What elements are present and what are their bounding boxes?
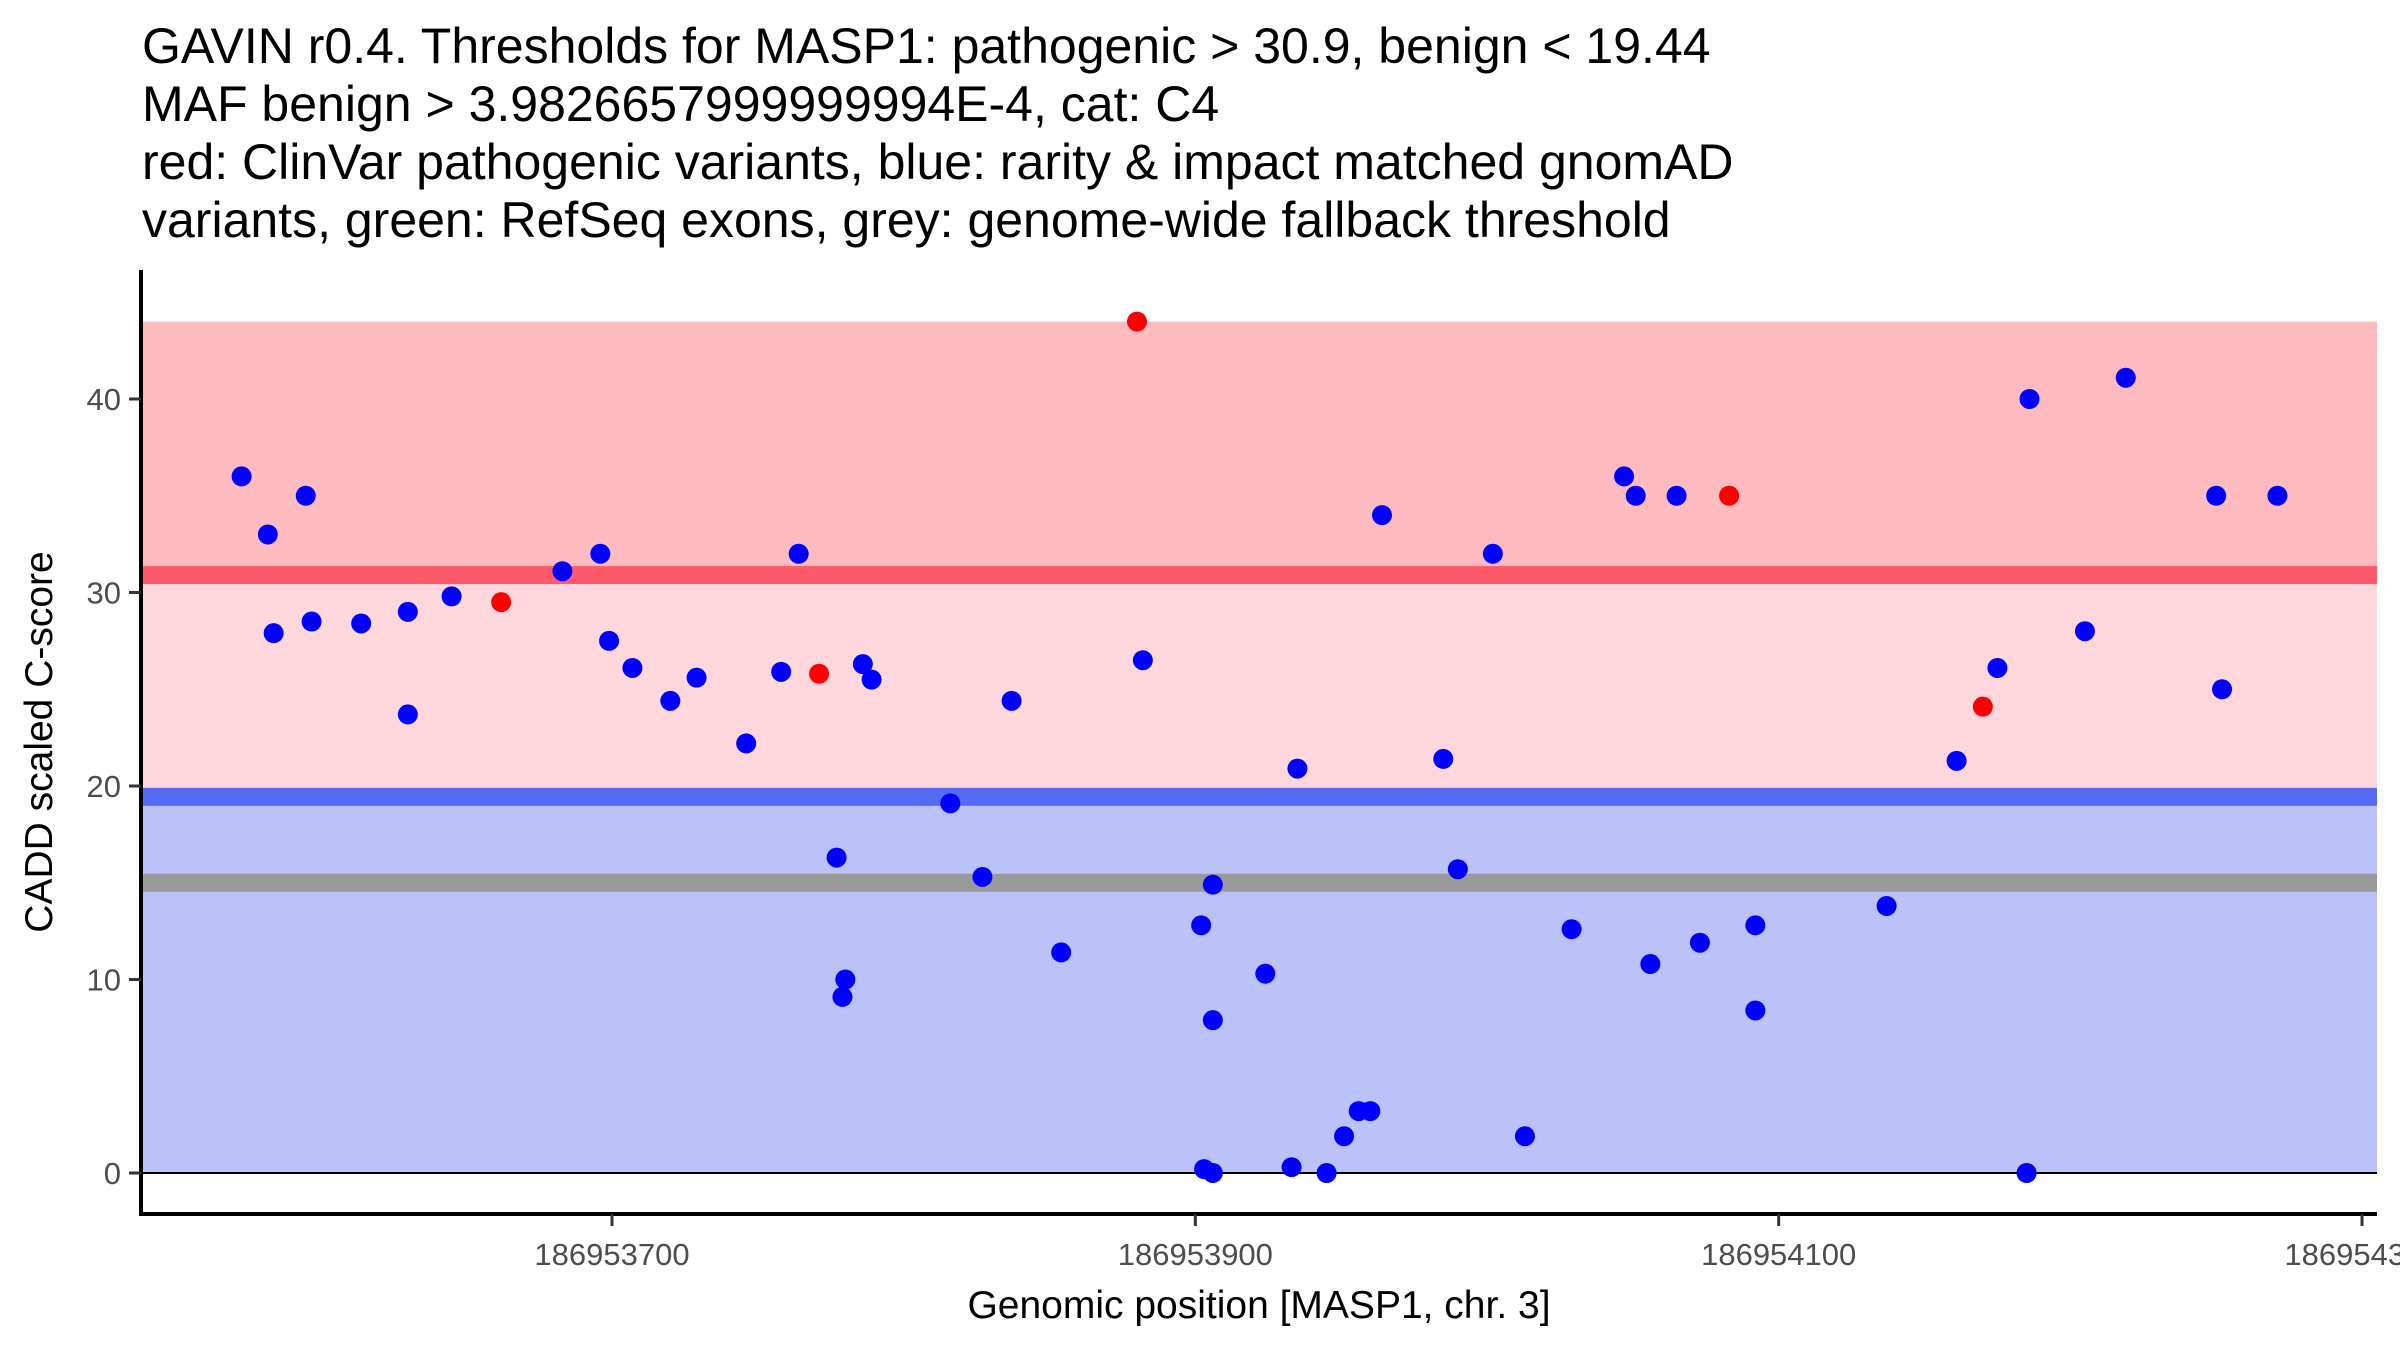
gnomad-variant-point: [1614, 466, 1635, 487]
gnomad-variant-point: [1689, 932, 1710, 953]
gnomad-variant-point: [1876, 895, 1897, 916]
gnomad-variant-point: [2115, 367, 2136, 388]
gnomad-variant-point: [2206, 485, 2227, 506]
axes: [139, 270, 2377, 1216]
gnomad-variant-point: [231, 466, 252, 487]
x-tick-label: 186954300: [2284, 1237, 2400, 1272]
gnomad-variant-point: [599, 630, 620, 651]
gnomad-variant-point: [263, 623, 284, 644]
pathogenic-threshold: [141, 566, 2377, 585]
gnomad-variant-point: [1433, 748, 1454, 769]
gnomad-variant-point: [972, 866, 993, 887]
gnomad-variant-point: [301, 611, 322, 632]
gnomad-variant-point: [1946, 750, 1967, 771]
gnomad-variant-point: [826, 847, 847, 868]
gnomad-variant-point: [1316, 1163, 1337, 1183]
clinvar-pathogenic-point: [1719, 485, 1740, 506]
gnomad-variant-point: [1514, 1126, 1535, 1147]
gnomad-variant-point: [686, 667, 707, 688]
x-axis-title: Genomic position [MASP1, chr. 3]: [967, 1284, 1550, 1327]
gnomad-variant-point: [397, 601, 418, 622]
title-line-3: red: ClinVar pathogenic variants, blue: …: [142, 134, 1733, 190]
gnomad-variant-point: [1625, 485, 1646, 506]
title-line-1: GAVIN r0.4. Thresholds for MASP1: pathog…: [142, 18, 1711, 74]
gnomad-variant-point: [1482, 543, 1503, 564]
score-regions: [141, 321, 2377, 1173]
gnomad-variant-point: [771, 661, 792, 682]
gnomad-variant-point: [1745, 915, 1766, 936]
gnomad-variant-point: [861, 669, 882, 690]
benign-region: [141, 796, 2377, 1173]
clinvar-pathogenic-point: [809, 663, 830, 684]
gnomad-variant-point: [1640, 954, 1661, 975]
gnomad-variant-point: [1561, 919, 1582, 940]
gnomad-variant-point: [257, 524, 278, 545]
gnomad-variant-point: [1745, 1000, 1766, 1021]
gnomad-variant-point: [441, 586, 462, 607]
gnomad-variant-point: [835, 969, 856, 990]
gnomad-variant-point: [1447, 859, 1468, 880]
gnomad-variant-point: [590, 543, 611, 564]
gnomad-variant-point: [2267, 485, 2288, 506]
gnomad-variant-point: [2212, 679, 2233, 700]
title-line-2: MAF benign > 3.9826657999999994E-4, cat:…: [142, 76, 1219, 132]
gnomad-variant-point: [2019, 389, 2040, 409]
y-tick-label: 20: [87, 769, 121, 804]
vus-region: [141, 575, 2377, 797]
gnomad-variant-point: [1360, 1101, 1381, 1122]
variant-points: [231, 311, 2288, 1183]
gnomad-variant-point: [1255, 963, 1276, 984]
x-tick-label: 186953700: [534, 1237, 689, 1272]
benign-threshold: [141, 787, 2377, 806]
gnomad-variant-point: [1987, 657, 2008, 678]
y-tick-label: 30: [87, 576, 121, 611]
title-line-4: variants, green: RefSeq exons, grey: gen…: [142, 192, 1671, 248]
gnomad-variant-point: [1372, 505, 1393, 526]
gnomad-variant-point: [552, 561, 573, 582]
clinvar-pathogenic-point: [1127, 311, 1148, 332]
gnomad-variant-point: [788, 543, 809, 564]
gnomad-variant-point: [1202, 1010, 1223, 1031]
gnomad-variant-point: [2074, 621, 2095, 642]
y-tick-label: 10: [87, 963, 121, 998]
clinvar-pathogenic-point: [491, 592, 512, 613]
gnomad-variant-point: [1202, 874, 1223, 895]
gnomad-variant-point: [1287, 758, 1308, 779]
gnomad-variant-point: [660, 690, 681, 711]
y-tick-label: 0: [104, 1156, 121, 1191]
x-tick-label: 186953900: [1118, 1237, 1273, 1272]
y-tick-label: 40: [87, 382, 121, 417]
gnomad-variant-point: [736, 733, 757, 754]
x-axis-ticks: 186953700 186953900 186954100 186954300: [534, 1214, 2400, 1272]
gnomad-variant-point: [1202, 1163, 1223, 1183]
chart-title: GAVIN r0.4. Thresholds for MASP1: pathog…: [142, 18, 1733, 248]
gnomad-variant-point: [1132, 650, 1153, 671]
gnomad-variant-point: [397, 704, 418, 725]
gnomad-variant-point: [832, 986, 853, 1007]
gnomad-variant-point: [852, 654, 873, 675]
gnomad-variant-point: [351, 613, 372, 634]
gnomad-variant-point: [1001, 690, 1022, 711]
fallback-threshold: [141, 873, 2377, 892]
gnomad-variant-point: [1191, 915, 1212, 936]
threshold-lines: [141, 566, 2377, 892]
gnomad-variant-point: [622, 657, 643, 678]
clinvar-pathogenic-point: [1972, 696, 1993, 717]
gnomad-variant-point: [295, 485, 316, 506]
gnomad-variant-point: [940, 793, 961, 814]
gnomad-variant-point: [1051, 942, 1072, 963]
gnomad-variant-point: [1334, 1126, 1355, 1147]
gnomad-variant-point: [1666, 485, 1687, 506]
x-tick-label: 186954100: [1701, 1237, 1856, 1272]
y-axis-ticks: 0 10 20 30 40: [87, 382, 141, 1191]
pathogenic-region: [141, 321, 2377, 576]
y-axis-title: CADD scaled C-score: [18, 551, 61, 932]
gnomad-variant-point: [2016, 1163, 2037, 1183]
gnomad-variant-point: [1281, 1157, 1302, 1178]
